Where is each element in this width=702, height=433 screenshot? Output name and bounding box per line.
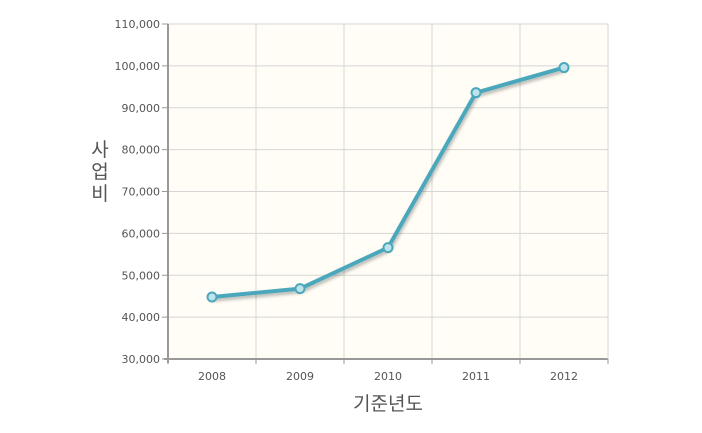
y-tick-label: 70,000 [122,186,161,199]
data-point[interactable] [382,242,394,254]
data-point[interactable] [558,62,570,74]
series-layer [206,62,570,303]
x-tick-label: 2011 [462,370,490,383]
y-tick-label: 80,000 [122,144,161,157]
y-axis-title-char: 업 [91,161,108,183]
x-axis-ticks: 2008 2009 2010 2011 2012 [167,359,609,383]
x-tick-label: 2008 [198,370,226,383]
y-tick-label: 50,000 [122,269,161,282]
y-gridlines [168,23,608,318]
x-axis-title: 기준년도 [353,393,423,415]
x-tick-label: 2012 [550,370,578,383]
data-point[interactable] [294,283,306,295]
x-tick-label: 2009 [286,370,314,383]
y-axis-title-char: 비 [91,183,108,205]
data-point[interactable] [470,87,482,99]
y-tick-label: 100,000 [115,60,161,73]
x-tick-label: 2010 [374,370,402,383]
data-point[interactable] [206,291,218,303]
y-axis-title-char: 사 [91,139,108,161]
y-tick-label: 90,000 [122,102,161,115]
y-tick-label: 110,000 [115,18,161,31]
y-tick-label: 40,000 [122,311,161,324]
y-tick-label: 60,000 [122,227,161,240]
y-tick-label: 30,000 [122,353,161,366]
y-axis-ticks: 30,000 40,000 50,000 60,000 70,000 80,000 90,0… [115,18,168,366]
